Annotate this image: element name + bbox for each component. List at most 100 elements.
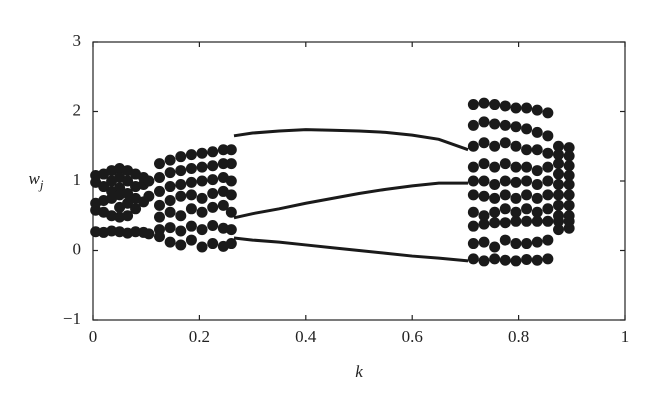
point bbox=[217, 158, 229, 170]
point bbox=[207, 160, 219, 172]
point bbox=[207, 174, 219, 186]
y-label-sub: j bbox=[38, 177, 44, 192]
point bbox=[521, 102, 533, 114]
point bbox=[164, 154, 176, 166]
point bbox=[175, 239, 187, 251]
point bbox=[143, 175, 155, 187]
point bbox=[196, 161, 208, 173]
x-tick-label: 0.6 bbox=[402, 327, 423, 346]
point bbox=[542, 175, 554, 187]
point bbox=[225, 206, 237, 218]
y-axis-label: wj bbox=[29, 169, 44, 192]
point bbox=[521, 161, 533, 173]
point bbox=[531, 165, 543, 177]
point bbox=[489, 161, 501, 173]
y-tick-label: 3 bbox=[73, 31, 82, 50]
point bbox=[467, 189, 479, 201]
point bbox=[478, 255, 490, 267]
point bbox=[510, 140, 522, 152]
point bbox=[489, 192, 501, 204]
point bbox=[553, 140, 564, 152]
point bbox=[499, 119, 511, 131]
point bbox=[531, 178, 543, 190]
point bbox=[196, 224, 208, 236]
point bbox=[531, 254, 543, 266]
point bbox=[499, 175, 511, 187]
point bbox=[553, 189, 564, 201]
point bbox=[217, 144, 229, 156]
point bbox=[531, 144, 543, 156]
point bbox=[478, 175, 490, 187]
point bbox=[531, 126, 543, 138]
x-tick-label: 0.2 bbox=[189, 327, 210, 346]
x-tick-label: 0.4 bbox=[295, 327, 317, 346]
x-tick-label: 0 bbox=[89, 327, 98, 346]
point bbox=[196, 192, 208, 204]
point bbox=[225, 189, 237, 201]
point bbox=[563, 222, 575, 234]
point bbox=[164, 181, 176, 193]
point bbox=[143, 228, 155, 240]
point bbox=[185, 176, 197, 188]
point bbox=[478, 116, 490, 128]
point bbox=[563, 150, 575, 162]
point bbox=[478, 210, 490, 222]
point bbox=[510, 192, 522, 204]
point bbox=[553, 149, 564, 161]
point bbox=[489, 241, 501, 253]
point bbox=[122, 175, 134, 187]
point bbox=[467, 161, 479, 173]
point bbox=[196, 206, 208, 218]
point bbox=[531, 206, 543, 218]
branch-line bbox=[233, 181, 469, 220]
point bbox=[489, 206, 501, 218]
point bbox=[90, 226, 102, 238]
point bbox=[531, 236, 543, 248]
point bbox=[196, 147, 208, 159]
point bbox=[185, 220, 197, 232]
point bbox=[164, 236, 176, 248]
point bbox=[467, 238, 479, 250]
branch-line bbox=[233, 128, 469, 152]
point bbox=[499, 158, 511, 170]
point bbox=[225, 144, 237, 156]
point bbox=[510, 121, 522, 133]
point bbox=[489, 253, 501, 265]
x-tick-label: 0.8 bbox=[508, 327, 529, 346]
point bbox=[499, 189, 511, 201]
point bbox=[196, 241, 208, 253]
point bbox=[499, 203, 511, 215]
point bbox=[510, 215, 522, 227]
point bbox=[542, 130, 554, 142]
point bbox=[489, 140, 501, 152]
x-axis-label: k bbox=[355, 362, 363, 381]
point bbox=[553, 199, 564, 211]
point bbox=[175, 151, 187, 163]
point bbox=[553, 178, 564, 190]
point bbox=[478, 137, 490, 149]
point bbox=[154, 158, 165, 170]
point bbox=[164, 206, 176, 218]
point bbox=[521, 175, 533, 187]
point bbox=[207, 219, 219, 231]
y-label-base: w bbox=[29, 169, 41, 188]
point bbox=[489, 118, 501, 130]
point bbox=[225, 175, 237, 187]
point bbox=[154, 199, 165, 211]
point bbox=[489, 178, 501, 190]
point bbox=[542, 147, 554, 159]
point bbox=[478, 190, 490, 202]
point bbox=[143, 190, 155, 202]
point bbox=[185, 162, 197, 174]
point bbox=[563, 189, 575, 201]
point bbox=[510, 102, 522, 114]
point bbox=[130, 226, 142, 238]
point bbox=[542, 107, 554, 119]
point bbox=[164, 222, 176, 234]
point bbox=[563, 160, 575, 172]
point bbox=[154, 211, 165, 223]
point bbox=[499, 234, 511, 246]
point bbox=[478, 158, 490, 170]
point bbox=[521, 238, 533, 250]
